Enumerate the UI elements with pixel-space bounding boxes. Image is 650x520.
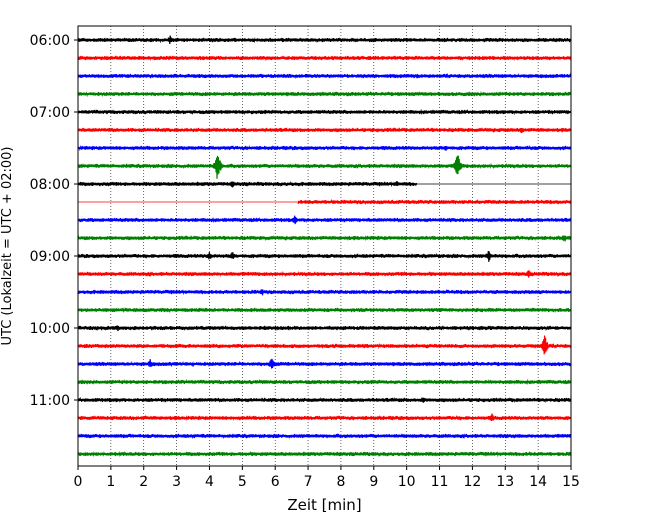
vertical-grid — [110, 26, 539, 466]
trace-0700 — [77, 108, 572, 116]
trace-1130 — [77, 433, 572, 440]
trace-0715 — [77, 126, 572, 134]
x-tick-label: 11 — [431, 474, 449, 490]
x-tick-label: 1 — [106, 474, 115, 490]
x-tick-label: 5 — [238, 474, 247, 490]
trace-1115 — [77, 413, 572, 422]
trace-0645 — [77, 90, 572, 98]
x-tick-label: 4 — [205, 474, 214, 490]
trace-0745 — [77, 155, 572, 179]
trace-1015 — [77, 335, 572, 355]
x-tick-label: 14 — [529, 474, 547, 490]
trace-0845 — [77, 234, 572, 242]
x-tick-label: 10 — [398, 474, 416, 490]
trace-0630 — [77, 72, 572, 80]
x-tick-label: 15 — [562, 474, 580, 490]
trace-0945 — [77, 306, 572, 314]
trace-group — [77, 35, 572, 458]
x-tick-label: 7 — [304, 474, 313, 490]
trace-0800 — [77, 180, 418, 188]
y-axis-ticks: 06:00 07:00 08:00 09:00 10:00 11:00 — [30, 33, 78, 409]
trace-0615 — [77, 55, 572, 62]
trace-0830 — [77, 215, 572, 225]
y-tick-label: 11:00 — [30, 393, 70, 409]
trace-0600 — [77, 35, 572, 45]
trace-0900 — [77, 250, 572, 262]
x-axis-ticks: 0 1 2 3 4 5 6 7 8 9 10 11 12 13 14 15 — [74, 466, 580, 490]
x-tick-label: 8 — [336, 474, 345, 490]
trace-0815 — [297, 198, 572, 206]
x-tick-label: 0 — [74, 474, 83, 490]
y-tick-label: 08:00 — [30, 177, 70, 193]
y-tick-label: 06:00 — [30, 33, 70, 49]
y-tick-label: 07:00 — [30, 105, 70, 121]
plot-frame — [77, 25, 572, 467]
trace-1045 — [77, 378, 572, 386]
x-axis-label: Zeit [min] — [287, 496, 361, 514]
trace-1000 — [77, 324, 572, 332]
x-tick-label: 12 — [463, 474, 481, 490]
y-tick-label: 09:00 — [30, 249, 70, 265]
trace-0915 — [77, 270, 572, 278]
trace-1030 — [77, 358, 572, 369]
plot-area — [78, 26, 571, 466]
trace-1100 — [77, 396, 572, 404]
x-tick-label: 3 — [172, 474, 181, 490]
x-tick-label: 6 — [271, 474, 280, 490]
y-axis-label: UTC (Lokalzeit = UTC + 02:00) — [0, 147, 15, 346]
x-tick-label: 2 — [139, 474, 148, 490]
x-tick-label: 13 — [496, 474, 514, 490]
y-tick-label: 10:00 — [30, 321, 70, 337]
trace-1145 — [77, 450, 572, 458]
trace-0730 — [77, 144, 572, 152]
trace-0930 — [77, 288, 572, 296]
x-tick-label: 9 — [369, 474, 378, 490]
